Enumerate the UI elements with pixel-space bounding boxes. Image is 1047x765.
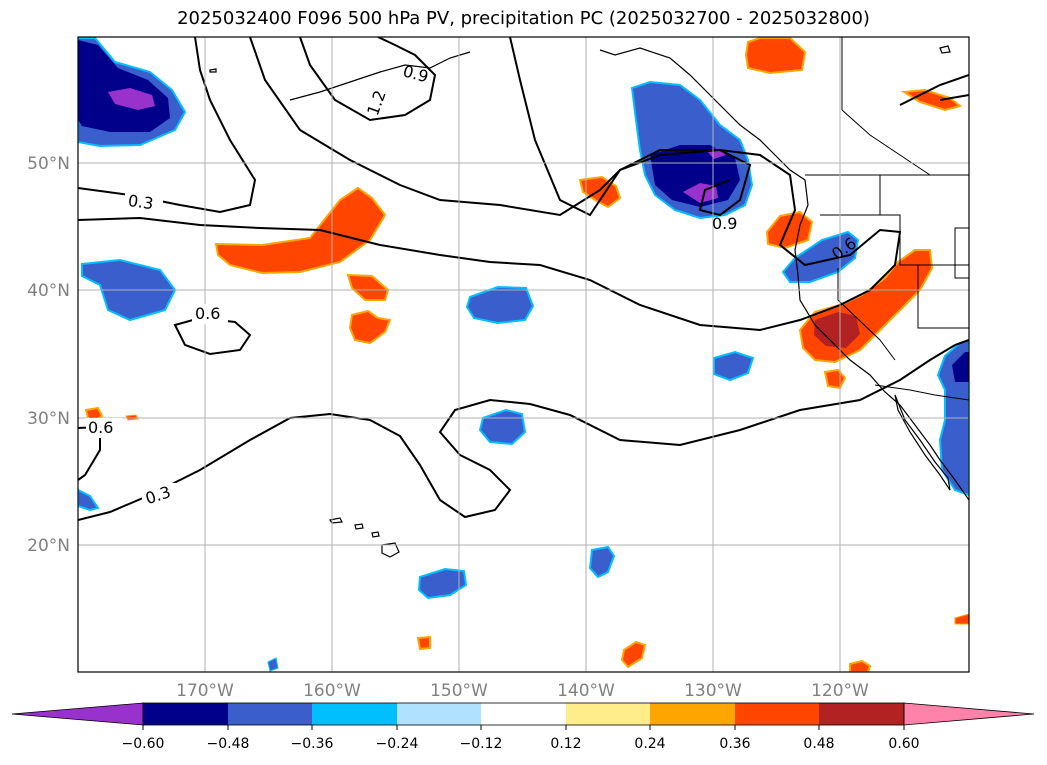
lon-label-140w: 140°W: [557, 681, 615, 701]
precip-positive-region: [849, 659, 872, 672]
precip-negative-region: [713, 350, 755, 382]
island: [381, 542, 400, 558]
contour-label: 0.6: [88, 418, 113, 437]
us-state-border: [917, 265, 969, 329]
map-title: 2025032400 F096 500 hPa PV, precipitatio…: [177, 8, 870, 29]
colorbar-tick-label: 0.48: [803, 736, 834, 752]
lon-label-150w: 150°W: [430, 681, 488, 701]
alaska-coastline: [289, 51, 471, 101]
baja-coastline: [894, 394, 951, 491]
graticule: [78, 37, 969, 672]
island: [939, 45, 951, 54]
lon-label-160w: 160°W: [303, 681, 361, 701]
colorbar-segment: [481, 703, 566, 725]
colorbar-tick-label: 0.60: [888, 736, 919, 752]
us-state-border: [954, 227, 969, 279]
colorbar-frame: [142, 702, 905, 726]
colorbar-segment: [228, 703, 312, 725]
us-mexico-border: [874, 384, 969, 401]
colorbar-segment: [650, 703, 735, 725]
borders: [805, 37, 969, 401]
precip-negative-region: [417, 567, 468, 600]
colorbar-segment: [819, 703, 904, 725]
lon-label-170w: 170°W: [176, 681, 234, 701]
canada-province-border: [841, 109, 931, 176]
colorbar-tick-label: −0.24: [376, 736, 419, 752]
lon-label-130w: 130°W: [684, 681, 742, 701]
us-state-border: [879, 175, 969, 266]
precip-positive-region: [744, 37, 807, 75]
precip-positive-region: [348, 309, 392, 345]
contour-label: 0.3: [127, 191, 155, 213]
colorbar-segment: [735, 703, 819, 725]
colorbar: −0.60 −0.48 −0.36 −0.24 −0.12 0.12 0.24 …: [11, 702, 1035, 752]
precip-negative-region: [78, 488, 100, 512]
latitude-labels: 50°N 40°N 30°N 20°N: [27, 154, 70, 556]
lat-label-20n: 20°N: [27, 536, 70, 556]
precip-positive-region: [214, 186, 387, 275]
precip-positive-region: [765, 210, 814, 250]
colorbar-tick-label: −0.60: [122, 736, 165, 752]
colorbar-segment: [397, 703, 481, 725]
colorbar-tick-label: −0.12: [460, 736, 503, 752]
coastlines: [209, 45, 969, 558]
lat-label-50n: 50°N: [27, 154, 70, 174]
colorbar-tick-label: 0.12: [550, 736, 581, 752]
colorbar-tick-label: 0.24: [634, 736, 665, 752]
island: [329, 517, 343, 524]
precip-negative-core: [650, 145, 740, 207]
precip-positive-region: [416, 635, 431, 651]
pv-contour-coast: [899, 74, 969, 106]
precip-negative-core: [78, 40, 170, 132]
longitude-labels: 170°W 160°W 150°W 140°W 130°W 120°W: [176, 681, 869, 701]
island: [371, 531, 380, 538]
island: [354, 523, 364, 530]
precip-positive-region: [346, 273, 390, 301]
precip-negative-region: [465, 285, 535, 325]
colorbar-tick-label: 0.36: [719, 736, 750, 752]
colorbar-extend-low: [11, 702, 144, 726]
precip-positive-region: [954, 613, 969, 625]
north-america-coastline: [599, 47, 969, 501]
colorbar-segment: [143, 703, 228, 725]
island: [209, 68, 217, 73]
colorbar-segment: [312, 703, 397, 725]
precip-positive-region: [620, 640, 647, 669]
colorbar-extend-high: [903, 702, 1035, 726]
pv-contour-1.2: [299, 37, 437, 122]
pv-contour-0.9-east: [509, 37, 752, 217]
contour-label: 0.6: [195, 304, 220, 323]
map-frame: [77, 36, 970, 673]
contour-label: 0.9: [712, 214, 737, 233]
lon-label-120w: 120°W: [811, 681, 869, 701]
lat-label-40n: 40°N: [27, 281, 70, 301]
pv-contour-coast-2: [939, 94, 969, 101]
precip-positive-core: [814, 312, 860, 348]
precip-negative-peak: [108, 88, 155, 110]
colorbar-tick-label: −0.48: [207, 736, 250, 752]
colorbar-tick-label: −0.36: [291, 736, 334, 752]
us-state-border: [837, 268, 896, 361]
colorbar-segment: [566, 703, 650, 725]
precip-negative-region: [588, 545, 616, 579]
precip-negative-core: [952, 352, 969, 382]
lat-label-30n: 30°N: [27, 409, 70, 429]
pv-contour-0.3-south: [78, 339, 969, 521]
precip-negative-region: [267, 657, 279, 672]
pv-contour-0.6-mid: [78, 37, 902, 332]
